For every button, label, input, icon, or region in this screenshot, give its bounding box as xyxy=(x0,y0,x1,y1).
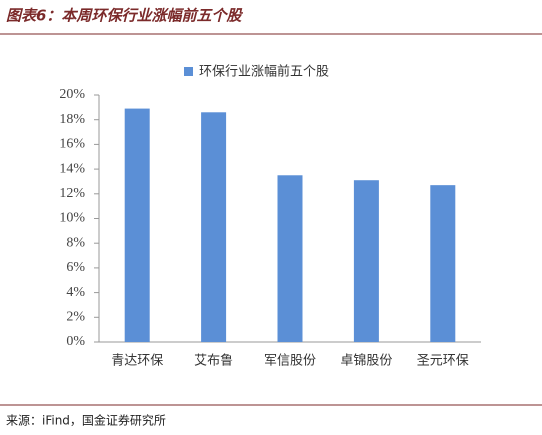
y-tick-label: 16% xyxy=(59,137,85,152)
y-tick-label: 8% xyxy=(66,235,85,250)
bar xyxy=(430,185,456,342)
x-tick-label: 卓锦股份 xyxy=(340,354,392,369)
y-tick-label: 2% xyxy=(66,310,85,325)
x-tick-label: 圣元环保 xyxy=(417,354,469,369)
x-tick-label: 青达环保 xyxy=(111,354,163,369)
y-tick-label: 0% xyxy=(66,334,85,349)
bar xyxy=(277,175,303,342)
y-tick-label: 6% xyxy=(66,260,85,275)
bar xyxy=(124,108,150,343)
y-tick-label: 12% xyxy=(59,186,85,201)
y-tick-label: 20% xyxy=(59,87,85,102)
x-tick-label: 艾布鲁 xyxy=(194,354,233,369)
bar xyxy=(201,112,227,342)
y-tick-label: 18% xyxy=(59,112,85,127)
y-tick-label: 10% xyxy=(59,211,85,226)
legend-swatch xyxy=(184,67,193,76)
y-tick-label: 4% xyxy=(66,285,85,300)
x-tick-label: 军信股份 xyxy=(264,354,316,369)
chart-title: 图表6：本周环保行业涨幅前五个股 xyxy=(6,7,243,25)
legend-label: 环保行业涨幅前五个股 xyxy=(199,64,329,80)
y-tick-label: 14% xyxy=(59,161,85,176)
source: 来源：iFind，国金证券研究所 xyxy=(6,413,166,428)
bar xyxy=(353,180,379,342)
